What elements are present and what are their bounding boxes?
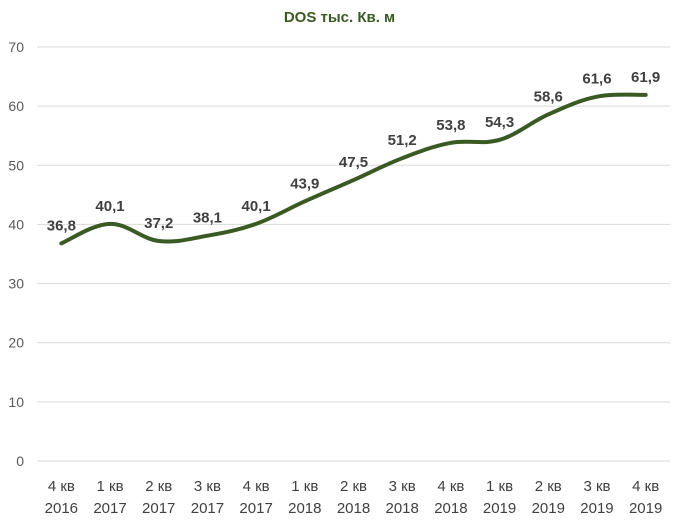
x-tick-year: 2019 [580, 500, 613, 517]
data-label: 54,3 [485, 114, 514, 131]
x-tick-label: 4 кв 2017 [239, 478, 272, 517]
y-tick-label: 40 [8, 216, 24, 232]
data-label: 36,8 [47, 217, 76, 234]
y-tick-label: 20 [8, 335, 24, 351]
data-label: 43,9 [290, 175, 319, 192]
data-label: 51,2 [388, 132, 417, 149]
x-tick-label: 4 кв 2019 [629, 478, 662, 517]
x-tick-label: 2 кв 2017 [142, 478, 175, 517]
x-tick-label: 1 кв 2018 [288, 478, 321, 517]
gridlines [37, 46, 670, 462]
y-tick-label: 30 [8, 276, 24, 292]
y-tick-label: 70 [8, 39, 24, 55]
x-tick-quarter: 1 кв [97, 478, 124, 495]
x-tick-year: 2018 [434, 500, 467, 517]
data-label: 61,6 [582, 71, 611, 88]
x-tick-year: 2019 [629, 500, 662, 517]
y-axis-ticks: 0 10 20 30 40 50 60 70 [8, 39, 24, 469]
x-tick-label: 3 кв 2018 [386, 478, 419, 517]
data-label: 40,1 [242, 198, 271, 215]
x-tick-year: 2019 [483, 500, 516, 517]
x-axis-ticks: 4 кв 2016 1 кв 2017 2 кв 2017 3 кв 2017 4 кв 2017… [45, 478, 663, 517]
y-tick-label: 60 [8, 98, 24, 114]
data-label: 53,8 [436, 117, 465, 134]
x-tick-quarter: 3 кв [583, 478, 610, 495]
chart-title: DOS тыс. Кв. м [284, 9, 395, 26]
x-tick-quarter: 4 кв [632, 478, 659, 495]
x-tick-quarter: 4 кв [48, 478, 75, 495]
x-tick-year: 2018 [386, 500, 419, 517]
x-tick-quarter: 2 кв [340, 478, 367, 495]
x-tick-year: 2018 [288, 500, 321, 517]
data-label: 58,6 [534, 88, 563, 105]
data-label: 38,1 [193, 210, 222, 227]
x-tick-year: 2019 [532, 500, 565, 517]
x-tick-quarter: 4 кв [243, 478, 270, 495]
x-tick-label: 3 кв 2019 [580, 478, 613, 517]
x-tick-quarter: 1 кв [291, 478, 318, 495]
x-tick-year: 2017 [93, 500, 126, 517]
x-tick-quarter: 3 кв [194, 478, 221, 495]
y-tick-label: 50 [8, 157, 24, 173]
x-tick-year: 2016 [45, 500, 78, 517]
x-tick-label: 2 кв 2019 [532, 478, 565, 517]
data-label: 40,1 [95, 198, 124, 215]
x-tick-quarter: 4 кв [437, 478, 464, 495]
x-tick-quarter: 2 кв [145, 478, 172, 495]
x-tick-quarter: 1 кв [486, 478, 513, 495]
x-tick-quarter: 3 кв [389, 478, 416, 495]
x-tick-label: 3 кв 2017 [191, 478, 224, 517]
data-label: 37,2 [144, 215, 173, 232]
x-tick-label: 1 кв 2019 [483, 478, 516, 517]
x-tick-year: 2017 [239, 500, 272, 517]
x-tick-year: 2017 [191, 500, 224, 517]
y-tick-label: 0 [16, 453, 24, 469]
x-tick-year: 2017 [142, 500, 175, 517]
data-label: 47,5 [339, 154, 368, 171]
x-tick-label: 4 кв 2018 [434, 478, 467, 517]
x-tick-label: 1 кв 2017 [93, 478, 126, 517]
x-tick-label: 2 кв 2018 [337, 478, 370, 517]
series-line-group [59, 92, 648, 246]
x-tick-year: 2018 [337, 500, 370, 517]
x-tick-label: 4 кв 2016 [45, 478, 78, 517]
series-line [59, 92, 648, 246]
y-tick-label: 10 [8, 394, 24, 410]
x-tick-quarter: 2 кв [535, 478, 562, 495]
data-label: 61,9 [631, 69, 660, 86]
data-labels: 36,8 40,1 37,2 38,1 40,1 43,9 47,5 51,2 53,8 54,3… [47, 69, 661, 234]
